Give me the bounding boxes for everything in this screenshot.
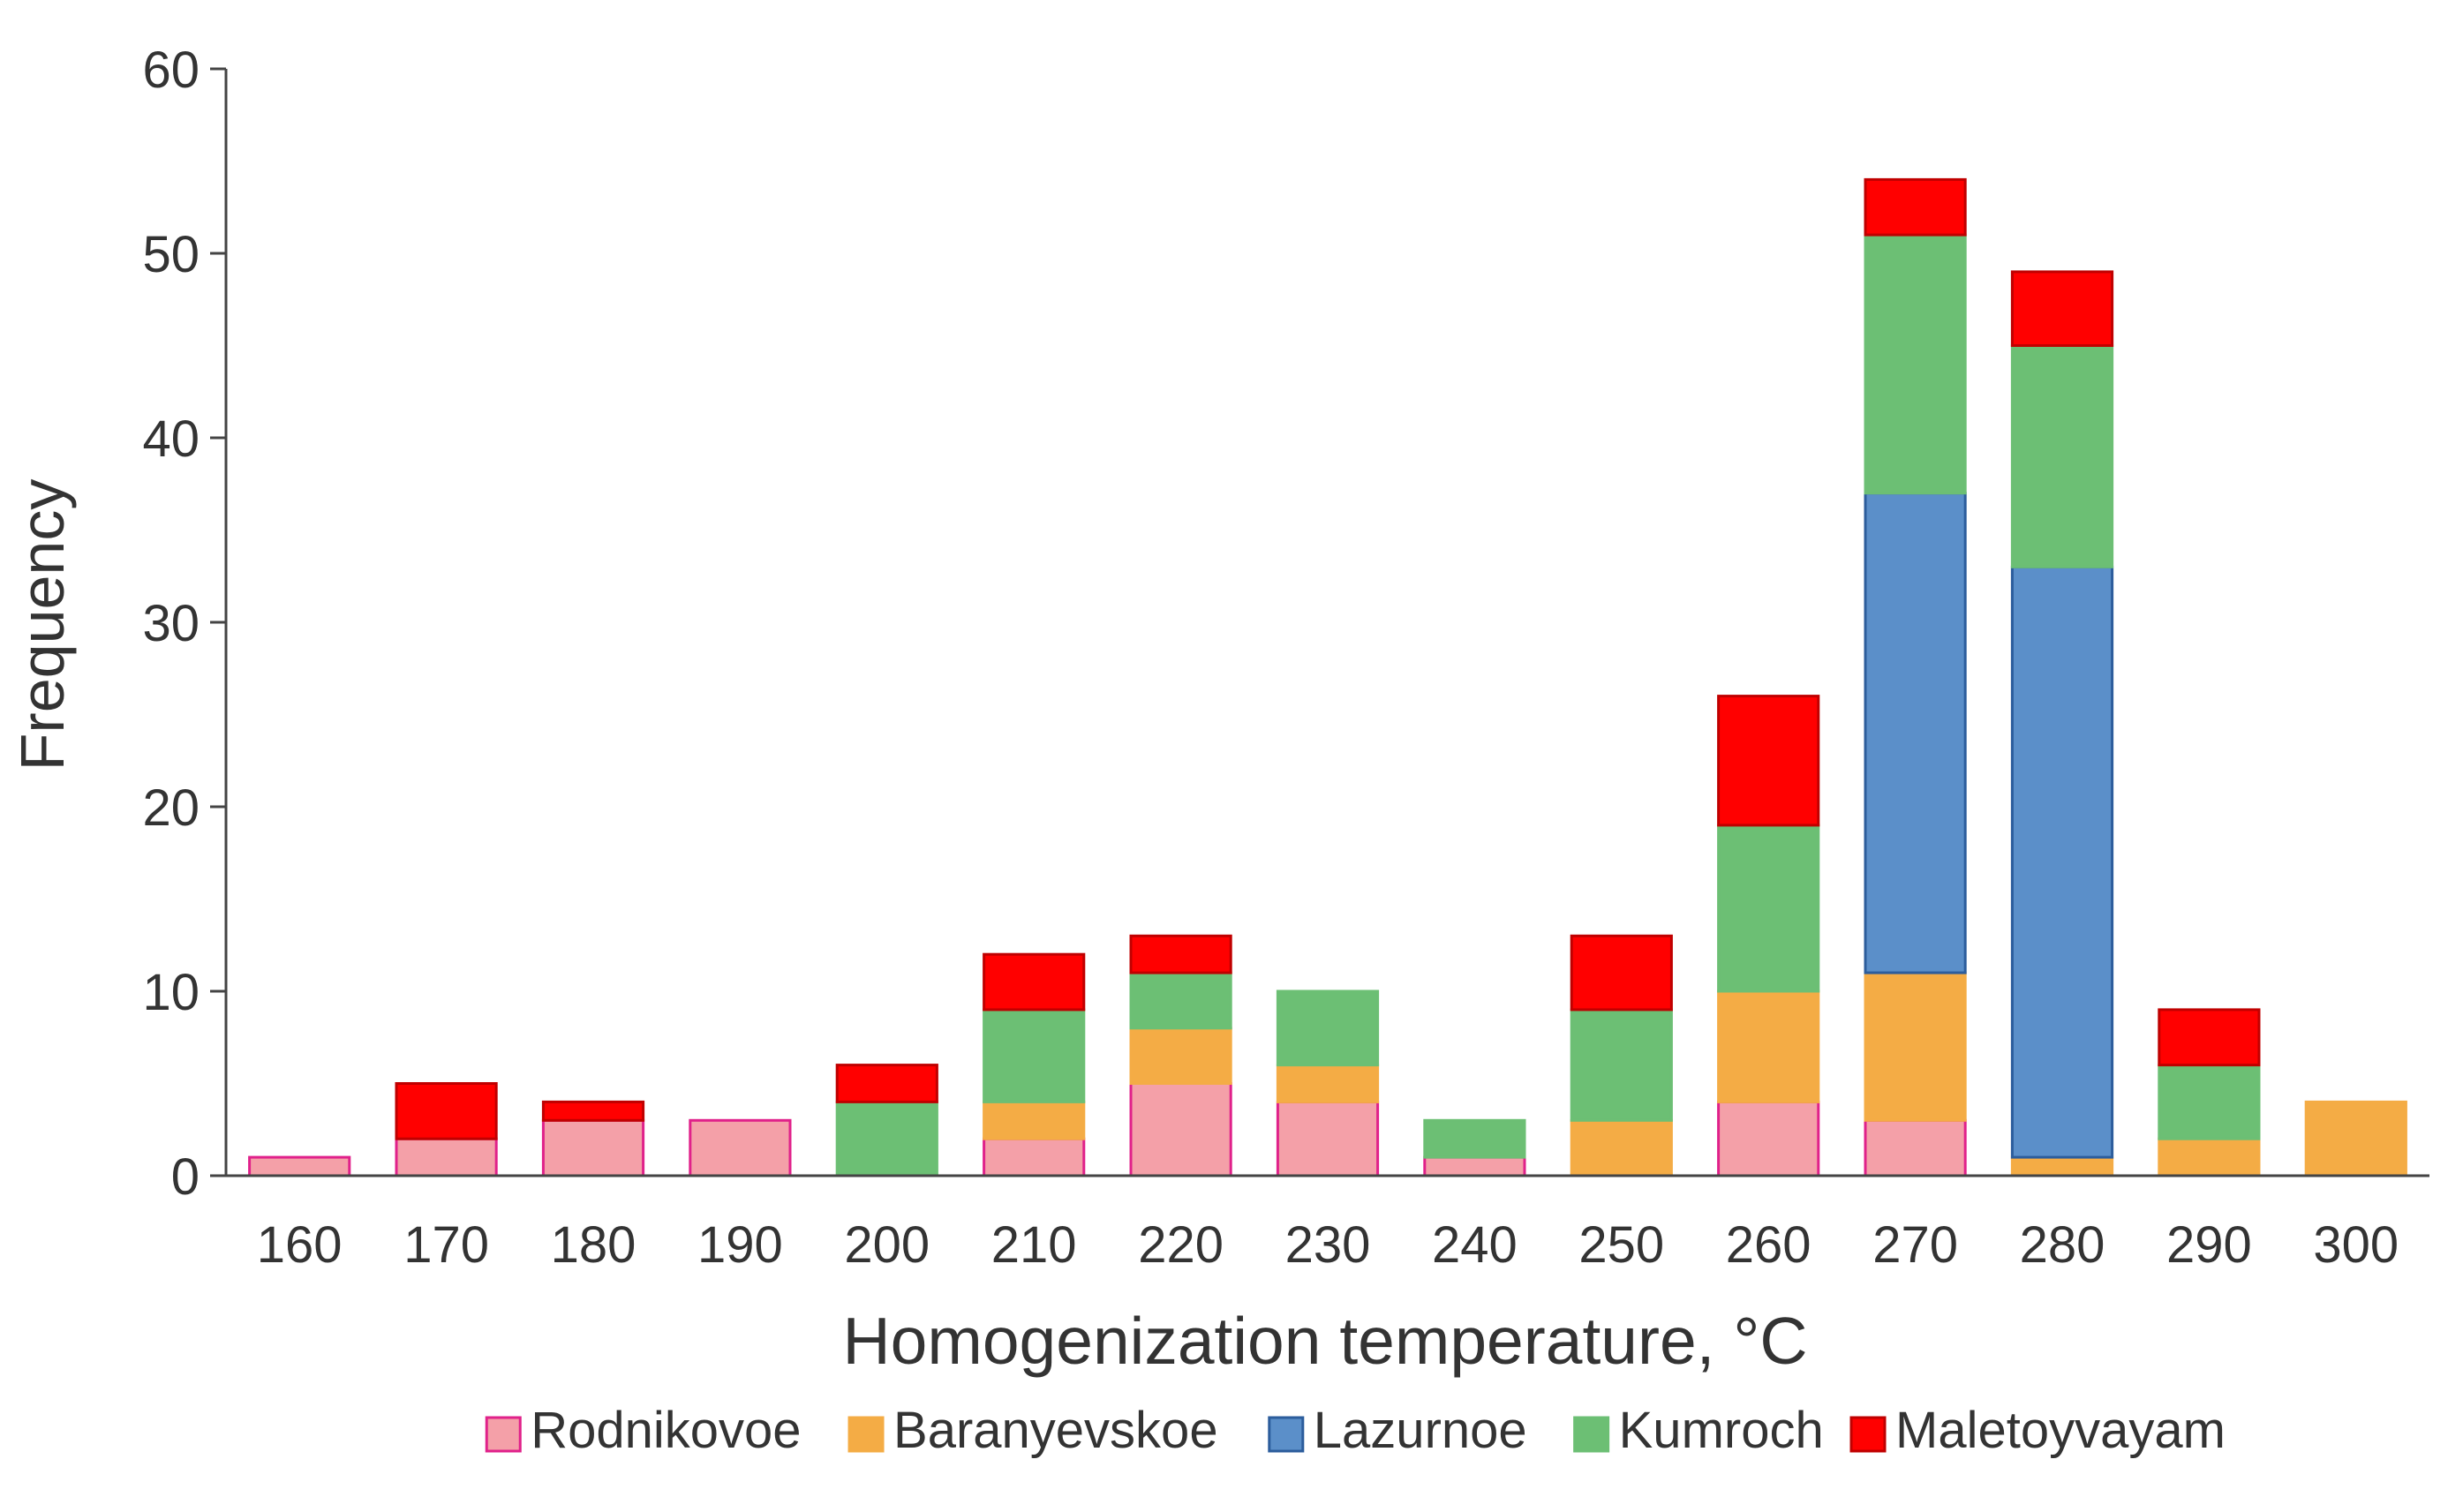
x-tick-label-220: 220	[1138, 1216, 1224, 1274]
bar-kumroch-270	[1864, 233, 1967, 495]
bar-maletoyvayam-290	[2158, 1008, 2261, 1067]
x-tick-label-250: 250	[1578, 1216, 1664, 1274]
bar-rodnikovoe-220	[1129, 1082, 1232, 1177]
legend-swatch-kumroch	[1573, 1416, 1610, 1453]
legend-swatch-baranyevskoe	[847, 1416, 885, 1453]
bar-kumroch-250	[1570, 1008, 1673, 1122]
legend-item-rodnikovoe: Rodnikovoe	[485, 1402, 802, 1459]
bar-rodnikovoe-260	[1717, 1100, 1820, 1177]
legend-label-rodnikovoe: Rodnikovoe	[531, 1402, 801, 1459]
bar-baranyevskoe-280	[2010, 1155, 2114, 1177]
bar-rodnikovoe-170	[395, 1137, 498, 1177]
x-tick-label-270: 270	[1872, 1216, 1958, 1274]
bar-kumroch-210	[983, 1008, 1086, 1103]
x-tick-label-190: 190	[697, 1216, 783, 1274]
bar-maletoyvayam-170	[395, 1082, 498, 1140]
legend-item-maletoyvayam: Maletoyvayam	[1849, 1402, 2226, 1459]
y-tick-label-0: 0	[171, 1148, 200, 1206]
bar-maletoyvayam-180	[541, 1100, 645, 1122]
ticks-layer: 0 10 20 30 40 50 60 160 170 180 190 200 210 220 230 240…	[142, 41, 2399, 1274]
y-tick-label-60: 60	[142, 41, 200, 99]
y-tick-label-30: 30	[142, 595, 200, 652]
bar-baranyevskoe-260	[1717, 989, 1820, 1103]
bar-kumroch-220	[1129, 971, 1232, 1030]
bar-rodnikovoe-230	[1276, 1100, 1380, 1177]
bar-lazurnoe-280	[2010, 565, 2114, 1159]
bar-maletoyvayam-270	[1864, 177, 1967, 237]
bar-maletoyvayam-220	[1129, 934, 1232, 974]
x-tick-label-230: 230	[1285, 1216, 1371, 1274]
bar-baranyevskoe-230	[1276, 1064, 1380, 1103]
bar-rodnikovoe-180	[541, 1118, 645, 1177]
y-tick-label-50: 50	[142, 226, 200, 283]
bar-rodnikovoe-240	[1423, 1155, 1526, 1177]
bar-kumroch-260	[1717, 824, 1820, 993]
bar-maletoyvayam-210	[983, 952, 1086, 1012]
x-tick-label-290: 290	[2166, 1216, 2252, 1274]
y-tick-label-20: 20	[142, 779, 200, 837]
legend-label-maletoyvayam: Maletoyvayam	[1895, 1402, 2226, 1459]
bar-baranyevskoe-290	[2158, 1137, 2261, 1177]
bar-rodnikovoe-270	[1864, 1118, 1967, 1177]
legend-item-lazurnoe: Lazurnoe	[1268, 1402, 1527, 1459]
bar-baranyevskoe-220	[1129, 1027, 1232, 1086]
bar-baranyevskoe-300	[2304, 1100, 2407, 1177]
legend-item-kumroch: Kumroch	[1573, 1402, 1824, 1459]
bar-baranyevskoe-210	[983, 1100, 1086, 1140]
y-axis-title: Frequency	[8, 479, 77, 771]
y-tick-label-40: 40	[142, 410, 200, 468]
x-axis-title: Homogenization temperature, °C	[842, 1304, 1807, 1378]
bar-kumroch-200	[835, 1100, 938, 1177]
bar-maletoyvayam-260	[1717, 695, 1820, 827]
bar-kumroch-240	[1423, 1118, 1526, 1159]
bar-kumroch-280	[2010, 344, 2114, 568]
bar-baranyevskoe-270	[1864, 971, 1967, 1122]
x-tick-label-160: 160	[257, 1216, 343, 1274]
x-tick-label-260: 260	[1726, 1216, 1811, 1274]
legend-label-lazurnoe: Lazurnoe	[1314, 1402, 1527, 1459]
x-tick-label-200: 200	[844, 1216, 930, 1274]
bar-rodnikovoe-210	[983, 1137, 1086, 1177]
bar-rodnikovoe-160	[248, 1155, 351, 1177]
bar-kumroch-230	[1276, 989, 1380, 1067]
legend-label-kumroch: Kumroch	[1619, 1402, 1824, 1459]
bars-layer	[248, 177, 2407, 1177]
legend-item-baranyevskoe: Baranyevskoe	[847, 1402, 1218, 1459]
x-tick-label-280: 280	[2020, 1216, 2105, 1274]
bar-maletoyvayam-200	[835, 1064, 938, 1103]
bar-rodnikovoe-190	[689, 1118, 792, 1177]
bar-maletoyvayam-250	[1570, 934, 1673, 1012]
bar-lazurnoe-270	[1864, 492, 1967, 974]
bar-maletoyvayam-280	[2010, 270, 2114, 347]
legend-swatch-rodnikovoe	[485, 1416, 522, 1453]
y-tick-label-10: 10	[142, 964, 200, 1021]
x-tick-label-180: 180	[551, 1216, 636, 1274]
x-tick-label-240: 240	[1432, 1216, 1518, 1274]
bar-baranyevskoe-250	[1570, 1118, 1673, 1177]
x-tick-label-300: 300	[2313, 1216, 2399, 1274]
bar-kumroch-290	[2158, 1064, 2261, 1140]
legend-swatch-maletoyvayam	[1849, 1416, 1887, 1453]
legend: Rodnikovoe Baranyevskoe Lazurnoe Kumroch Mal…	[485, 1402, 2226, 1459]
legend-swatch-lazurnoe	[1268, 1416, 1305, 1453]
legend-label-baranyevskoe: Baranyevskoe	[893, 1402, 1218, 1459]
x-tick-label-170: 170	[403, 1216, 489, 1274]
x-tick-label-210: 210	[991, 1216, 1077, 1274]
